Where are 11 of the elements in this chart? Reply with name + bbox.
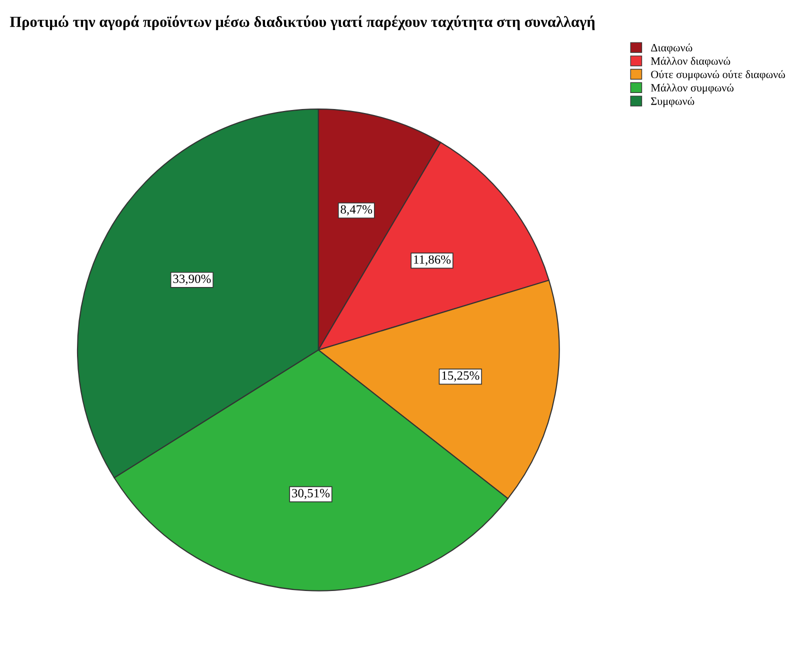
legend-label: Ούτε συμφωνώ ούτε διαφωνώ xyxy=(651,70,785,80)
chart-title: Προτιμώ την αγορά προϊόντων μέσω διαδικτύου γιατί παρέχουν ταχύτητα στη συναλλαγή xyxy=(10,15,595,30)
data-label: 33,90% xyxy=(173,274,211,285)
legend-label: Διαφωνώ xyxy=(651,43,692,54)
legend-label: Μάλλον διαφωνώ xyxy=(650,56,730,68)
legend-label: Μάλλον συμφωνώ xyxy=(650,84,734,94)
data-label: 30,51% xyxy=(292,488,330,500)
data-label: 11,86% xyxy=(414,255,451,266)
data-label: 15,25% xyxy=(442,371,480,382)
legend-label: Συμφωνώ xyxy=(651,96,694,108)
data-label: 8,47% xyxy=(340,205,372,216)
